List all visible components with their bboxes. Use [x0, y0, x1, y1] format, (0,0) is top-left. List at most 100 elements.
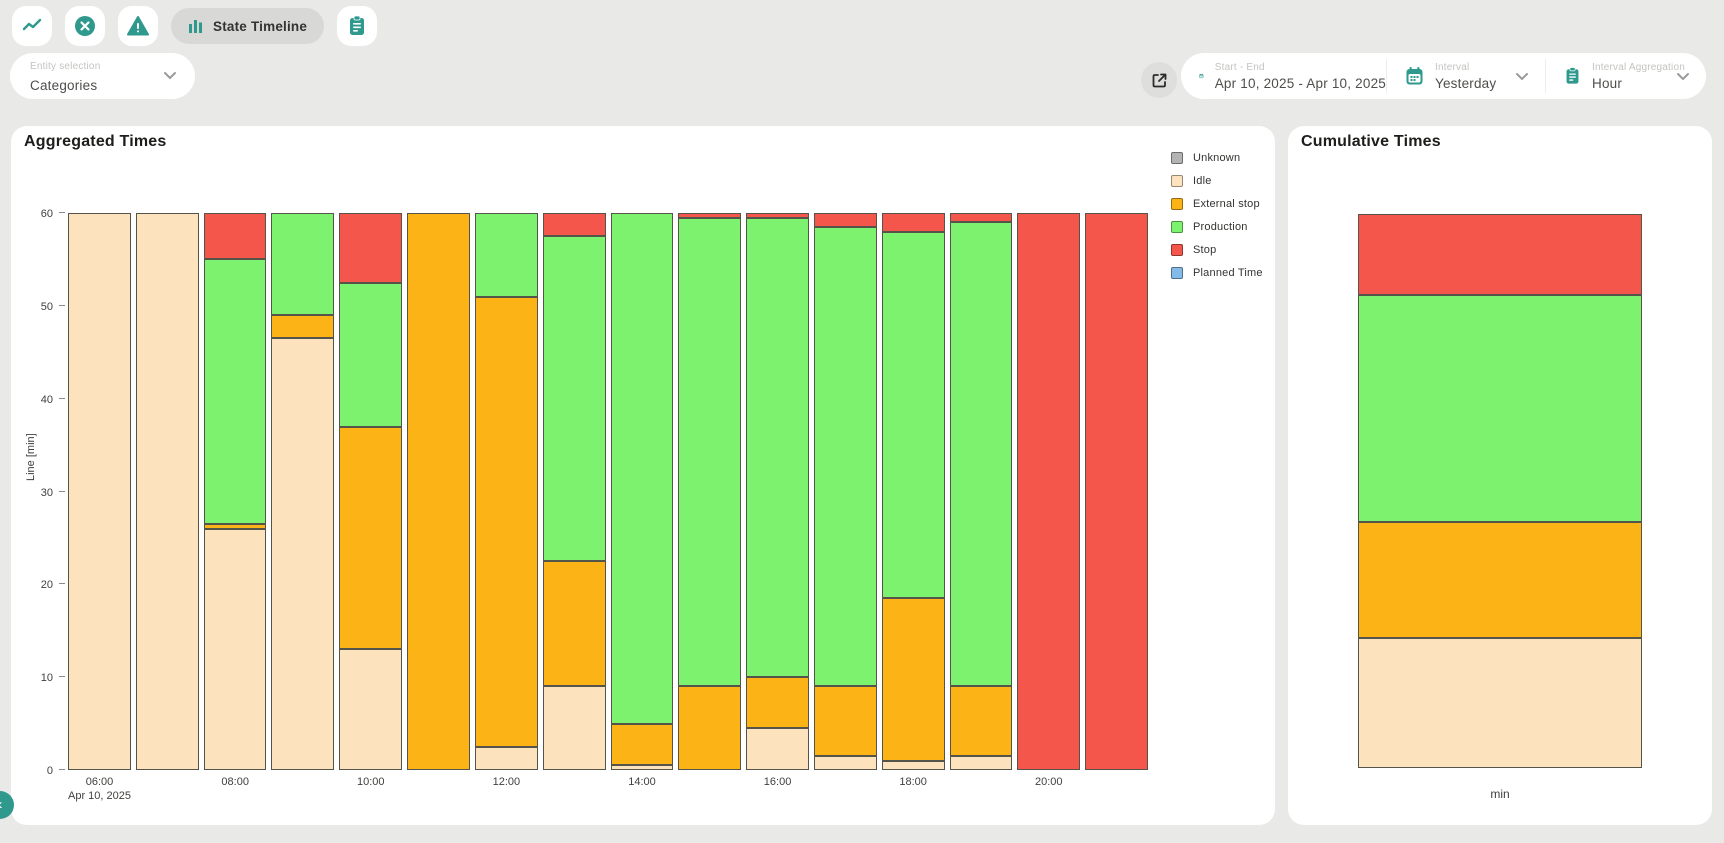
- bar-segment-external-stop[interactable]: [542, 561, 606, 687]
- bar-segment-production[interactable]: [610, 213, 674, 724]
- bar-segment-external-stop[interactable]: [271, 315, 335, 339]
- legend-label: Production: [1193, 221, 1248, 233]
- bar-segment-idle[interactable]: [203, 528, 267, 770]
- legend-item-idle[interactable]: Idle: [1171, 175, 1263, 187]
- clipboard-icon: [1566, 67, 1579, 84]
- toolbar: State Timeline: [12, 6, 378, 46]
- bar-column-11:00[interactable]: [407, 213, 470, 770]
- bar-segment-production[interactable]: [542, 236, 606, 562]
- legend-item-unknown[interactable]: Unknown: [1171, 152, 1263, 164]
- entity-selection-dropdown[interactable]: Entity selection Categories: [10, 53, 195, 99]
- report-button[interactable]: [337, 6, 378, 46]
- bar-column-15:00[interactable]: [678, 213, 742, 770]
- bar-segment-production[interactable]: [881, 231, 945, 599]
- bar-segment-stop[interactable]: [949, 213, 1013, 223]
- bar-segment-idle[interactable]: [339, 649, 403, 770]
- bar-segment-stop[interactable]: [746, 213, 809, 218]
- bar-segment-idle[interactable]: [949, 756, 1013, 770]
- legend-item-external-stop[interactable]: External stop: [1171, 198, 1263, 210]
- calendar-icon: [1406, 67, 1423, 85]
- legend-swatch: [1171, 221, 1183, 233]
- interval-filter[interactable]: Interval Yesterday: [1387, 53, 1545, 99]
- bar-segment-production[interactable]: [203, 259, 267, 524]
- collapse-sidebar-button[interactable]: ‹: [0, 791, 14, 819]
- bar-segment-production[interactable]: [339, 282, 403, 427]
- bar-column-08:00[interactable]: [203, 213, 267, 770]
- bar-segment-external-stop[interactable]: [407, 213, 470, 770]
- chevron-down-icon: [1677, 73, 1690, 81]
- bar-segment-stop[interactable]: [1085, 213, 1148, 770]
- bar-segment-external-stop[interactable]: [813, 686, 877, 757]
- filter-bar: Start - End Apr 10, 2025 - Apr 10, 2025 …: [1181, 53, 1706, 99]
- bar-segment-idle[interactable]: [271, 338, 335, 770]
- interval-aggregation-filter[interactable]: Interval Aggregation Hour: [1546, 53, 1706, 99]
- bar-segment-idle[interactable]: [610, 765, 674, 770]
- bar-column-19:00[interactable]: [949, 213, 1013, 770]
- bar-segment-idle[interactable]: [542, 686, 606, 770]
- warning-states-button[interactable]: [118, 6, 158, 46]
- divider: [1545, 59, 1547, 93]
- bar-column-14:00[interactable]: [610, 213, 674, 770]
- bar-column-18:00[interactable]: [881, 213, 945, 770]
- bar-segment-external-stop[interactable]: [746, 677, 809, 729]
- bar-segment-production[interactable]: [746, 217, 809, 678]
- bar-segment-stop[interactable]: [813, 213, 877, 227]
- aggregated-chart: [68, 213, 1148, 770]
- bar-segment-external-stop[interactable]: [339, 426, 403, 650]
- bar-column-07:00[interactable]: [135, 213, 199, 770]
- error-states-button[interactable]: [65, 6, 105, 46]
- legend-item-stop[interactable]: Stop: [1171, 244, 1263, 256]
- bar-column-16:00[interactable]: [746, 213, 809, 770]
- line-chart-icon: [22, 18, 42, 31]
- bar-segment-idle[interactable]: [813, 756, 877, 770]
- bar-segment-idle[interactable]: [68, 213, 131, 770]
- bar-segment-stop[interactable]: [203, 213, 267, 260]
- x-tick-label: [1085, 776, 1148, 802]
- bar-segment-stop[interactable]: [1017, 213, 1081, 770]
- bar-column-06:00[interactable]: [68, 213, 131, 770]
- bar-segment-idle[interactable]: [746, 728, 809, 770]
- bar-segment-production[interactable]: [474, 213, 538, 297]
- bar-column-10:00[interactable]: [339, 213, 403, 770]
- y-tick-label: 30: [40, 486, 53, 499]
- bar-segment-production[interactable]: [813, 226, 877, 687]
- cumulative-segment-external-stop[interactable]: [1358, 521, 1642, 638]
- tab-state-timeline[interactable]: State Timeline: [171, 8, 325, 44]
- bar-segment-idle[interactable]: [135, 213, 199, 770]
- bar-column-12:00[interactable]: [474, 213, 538, 770]
- bar-segment-production[interactable]: [678, 217, 742, 687]
- bar-segment-idle[interactable]: [474, 746, 538, 770]
- legend-item-production[interactable]: Production: [1171, 221, 1263, 233]
- trend-view-button[interactable]: [12, 6, 52, 46]
- cumulative-segment-production[interactable]: [1358, 295, 1642, 522]
- cumulative-segment-idle[interactable]: [1358, 637, 1642, 768]
- bar-segment-external-stop[interactable]: [678, 686, 742, 770]
- bar-segment-stop[interactable]: [542, 213, 606, 237]
- aggregated-times-panel: Aggregated Times Line [min] 0 10 20 30 40 50 6…: [11, 126, 1275, 825]
- bar-column-21:00[interactable]: [1085, 213, 1148, 770]
- bar-column-13:00[interactable]: [542, 213, 606, 770]
- bar-segment-external-stop[interactable]: [881, 598, 945, 761]
- expand-button[interactable]: [1141, 62, 1177, 98]
- legend-item-planned-time[interactable]: Planned Time: [1171, 267, 1263, 279]
- bar-column-20:00[interactable]: [1017, 213, 1081, 770]
- bar-segment-stop[interactable]: [881, 213, 945, 232]
- bar-segment-production[interactable]: [271, 213, 335, 316]
- x-tick-label: [950, 776, 1013, 802]
- cumulative-segment-stop[interactable]: [1358, 214, 1642, 296]
- cumulative-x-label: min: [1490, 787, 1510, 801]
- start-end-filter[interactable]: Start - End Apr 10, 2025 - Apr 10, 2025: [1181, 53, 1386, 99]
- bar-segment-external-stop[interactable]: [949, 686, 1013, 757]
- x-axis-date-label: Apr 10, 2025: [68, 790, 131, 802]
- bar-segment-idle[interactable]: [881, 760, 945, 770]
- bar-segment-external-stop[interactable]: [203, 524, 267, 529]
- bar-column-17:00[interactable]: [813, 213, 877, 770]
- bar-column-09:00[interactable]: [271, 213, 335, 770]
- bar-segment-external-stop[interactable]: [474, 296, 538, 747]
- bar-segment-stop[interactable]: [339, 213, 403, 283]
- legend-label: Stop: [1193, 244, 1217, 256]
- bar-segment-external-stop[interactable]: [610, 723, 674, 766]
- bar-segment-production[interactable]: [949, 222, 1013, 687]
- bar-segment-stop[interactable]: [678, 213, 742, 218]
